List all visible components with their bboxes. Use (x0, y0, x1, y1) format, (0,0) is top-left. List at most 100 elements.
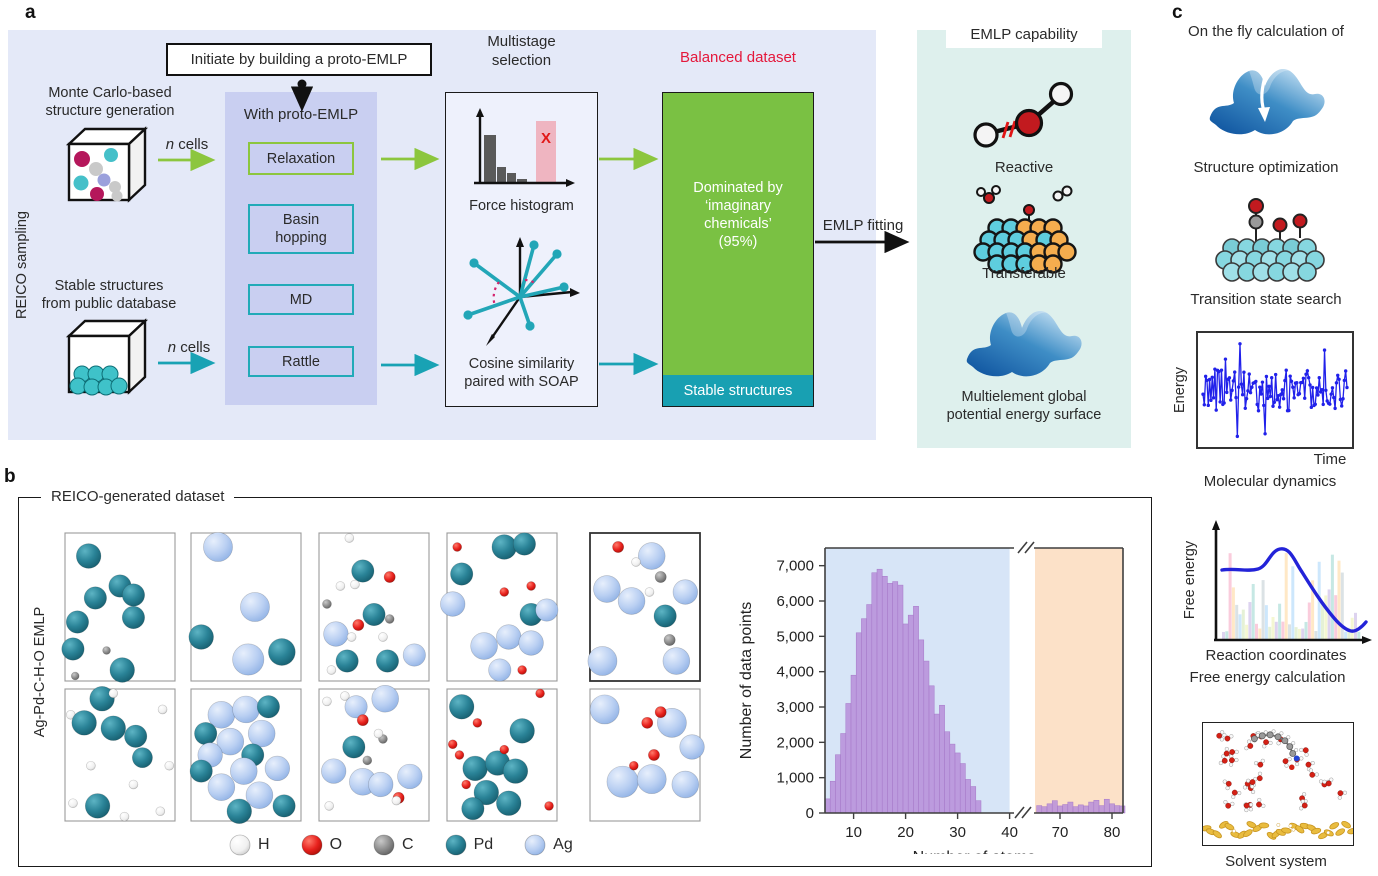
structure-cell (589, 688, 705, 822)
structure-cell (446, 688, 558, 822)
structure-cell (587, 532, 701, 682)
svg-text:20: 20 (897, 824, 914, 841)
legend-item-H: H (228, 833, 270, 857)
emlp-fitting-label: EMLP fitting (822, 217, 904, 234)
md-plot (1196, 331, 1354, 449)
atoms-histogram: 0 1,000 2,000 3,000 4,000 5,000 6,000 7,000 10 20… (738, 541, 1126, 854)
svg-text:Number of data points: Number of data points (738, 602, 755, 759)
method-basin-hopping: Basin hopping (248, 204, 354, 254)
panel-b-label: b (4, 466, 16, 487)
legend-label-Ag: Ag (553, 836, 573, 853)
structure-cell (440, 532, 559, 682)
monte-carlo-label: Monte Carlo-based structure generation (45, 85, 175, 119)
pes-surface-icon (961, 290, 1087, 400)
transferable-cluster-icon (973, 185, 1077, 274)
force-histogram-label: Force histogram (469, 198, 574, 214)
structure-cell (64, 686, 176, 822)
multistage-selection-title: Multistage selection (487, 33, 556, 69)
svg-text:6,000: 6,000 (776, 593, 814, 610)
free-energy-plot (1212, 520, 1372, 644)
legend-sphere-O (301, 834, 322, 856)
emlp-side-label: Ag-Pd-C-H-O EMLP (32, 606, 48, 738)
multistage-selection-box: X Force histogram (445, 92, 598, 407)
svg-text:Number of atoms: Number of atoms (913, 849, 1036, 854)
structure-cell (189, 688, 302, 824)
reico-dataset-box: REICO-generated dataset (18, 487, 1152, 867)
proto-emlp-panel: With proto-EMLP Relaxation Basin hopping… (225, 92, 377, 405)
svg-text:7,000: 7,000 (776, 558, 814, 575)
legend-label-O: O (329, 836, 343, 853)
panel-a-label: a (25, 2, 36, 23)
md-ylabel: Energy (1172, 367, 1188, 413)
svg-text:1,000: 1,000 (776, 770, 814, 787)
svg-text:70: 70 (1052, 824, 1069, 841)
legend-label-H: H (258, 836, 270, 853)
legend-label-C: C (402, 836, 414, 853)
transferable-label: Transferable (982, 265, 1066, 282)
legend-sphere-H (229, 834, 251, 856)
method-relaxation: Relaxation (248, 142, 354, 175)
svg-text:0: 0 (806, 805, 814, 822)
reico-dataset-title: REICO-generated dataset (41, 487, 235, 506)
legend-sphere-Ag (524, 834, 546, 856)
balanced-dataset-title: Balanced dataset (680, 49, 796, 66)
md-xlabel: Time (1313, 451, 1347, 468)
legend-item-Ag: Ag (523, 833, 573, 857)
fe-ylabel: Free energy (1182, 540, 1198, 620)
structure-cell (61, 532, 176, 683)
emlp-capability-panel: EMLP capability Reactive Trans (917, 21, 1131, 448)
balanced-dataset-box: Dominated by ‘imaginary chemicals’ (95%)… (662, 92, 814, 407)
legend-sphere-Pd (445, 834, 466, 856)
multielement-label: Multielement global potential energy sur… (946, 389, 1102, 423)
with-proto-emlp-title: With proto-EMLP (243, 106, 359, 123)
svg-text:2,000: 2,000 (776, 734, 814, 751)
reactive-label: Reactive (994, 159, 1054, 176)
cosine-similarity-icon (463, 237, 580, 346)
structure-optimization-caption: Structure optimization (1193, 159, 1339, 176)
legend-label-Pd: Pd (473, 836, 494, 853)
pes-with-arrow-icon (1204, 48, 1330, 158)
solvent-system-image (1202, 722, 1354, 846)
reject-x-mark: X (541, 130, 551, 147)
molecular-dynamics-caption: Molecular dynamics (1203, 473, 1337, 490)
reico-sampling-label: REICO sampling (14, 211, 30, 319)
svg-text:3,000: 3,000 (776, 699, 814, 716)
cosine-similarity-label: Cosine similarity paired with SOAP (464, 356, 579, 390)
n-cells-label-bottom: n cells (167, 339, 211, 356)
svg-text:40: 40 (1001, 824, 1018, 841)
transition-state-icon (1215, 198, 1325, 282)
svg-text:10: 10 (845, 824, 862, 841)
element-legend: H O C Pd Ag (228, 832, 573, 858)
method-rattle: Rattle (248, 346, 354, 377)
stable-structures-strip: Stable structures (663, 375, 813, 406)
svg-text:80: 80 (1104, 824, 1121, 841)
initiate-proto-emlp-box: Initiate by building a proto-EMLP (166, 43, 432, 76)
initiate-proto-emlp-text: Initiate by building a proto-EMLP (190, 51, 408, 68)
on-the-fly-title: On the fly calculation of (1188, 23, 1344, 40)
free-energy-caption: Free energy calculation (1189, 669, 1346, 686)
force-histogram-icon: X (474, 108, 575, 187)
reactive-molecule-icon (973, 81, 1074, 148)
svg-text:5,000: 5,000 (776, 628, 814, 645)
emlp-capability-title: EMLP capability (946, 21, 1102, 48)
method-md: MD (248, 284, 354, 315)
structure-cell (318, 532, 430, 682)
structure-cell (318, 684, 430, 822)
structure-cell (188, 532, 302, 682)
transition-state-caption: Transition state search (1190, 291, 1342, 308)
fe-xlabel: Reaction coordinates (1205, 647, 1347, 664)
dominated-text: Dominated by ‘imaginary chemicals’ (95%) (693, 180, 783, 250)
n-cells-label-top: n cells (165, 136, 209, 153)
solvent-system-caption: Solvent system (1225, 853, 1327, 870)
svg-text:4,000: 4,000 (776, 664, 814, 681)
legend-sphere-C (373, 834, 395, 856)
stable-structures-source-label: Stable structures from public database (41, 278, 177, 312)
legend-item-C: C (372, 833, 414, 857)
legend-item-O: O (300, 833, 342, 857)
monte-carlo-cube-icon (66, 126, 149, 203)
database-cube-icon (66, 318, 149, 396)
svg-text:30: 30 (949, 824, 966, 841)
panel-c-label: c (1172, 2, 1183, 23)
legend-item-Pd: Pd (444, 833, 494, 857)
